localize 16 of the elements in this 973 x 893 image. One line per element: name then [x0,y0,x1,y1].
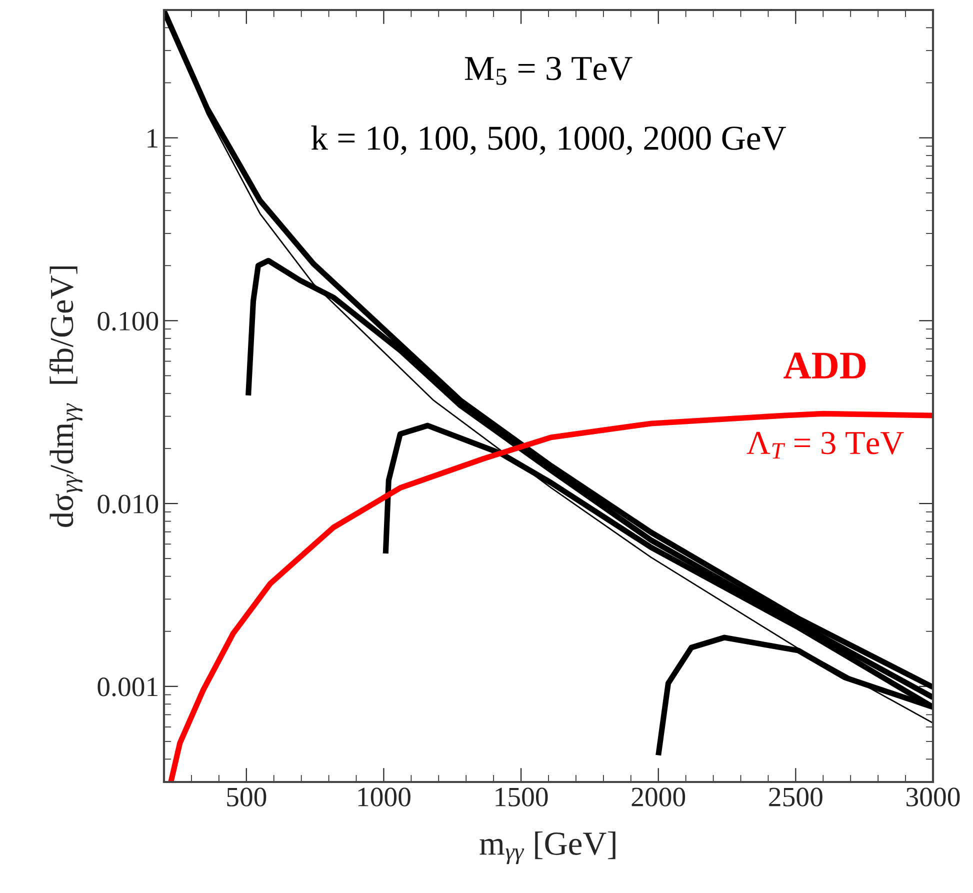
x-tick-label: 2000 [632,788,686,806]
y-tick-label: 0.100 [98,312,158,331]
x-axis-title: m$_{γγ}$ [GeV] [480,831,616,864]
x-tick-label: 1000 [358,788,410,806]
x-tick-label: 2500 [769,788,822,806]
annotation: M$_{5}$ = 3 TeV [464,56,632,85]
annotation: Λ$_{T}$ = 3 TeV [746,432,904,459]
y-tick-label: 0.010 [98,494,158,514]
y-axis-title: dσ$_{γγ}$/dm$_{γγ}$ [fb/GeV] [49,266,82,527]
annotation: ADD [784,352,866,378]
x-tick-label: 3000 [906,788,960,806]
x-tick-label: 500 [227,788,266,806]
y-tick-label: 0.001 [98,678,158,696]
annotation: k = 10, 100, 500, 1000, 2000 GeV [311,125,786,155]
x-tick-label: 1500 [496,788,548,806]
y-tick-label: 1 [148,129,158,148]
